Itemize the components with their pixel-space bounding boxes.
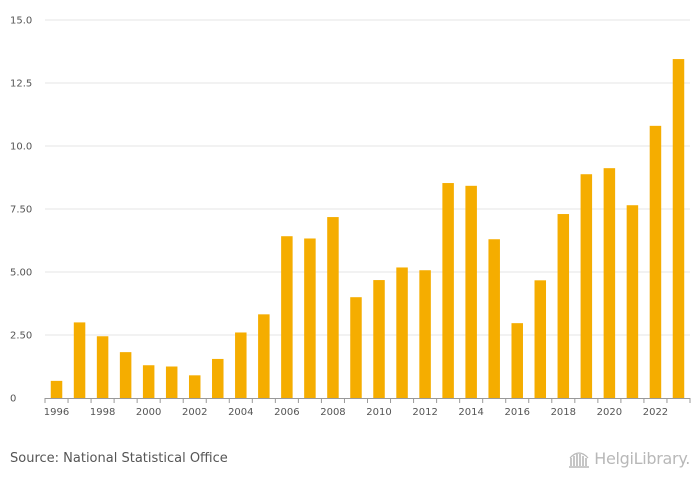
x-tick-label: 2022 bbox=[643, 407, 668, 418]
y-tick-label: 15.0 bbox=[10, 16, 32, 27]
bar-2009 bbox=[350, 297, 362, 398]
bar-2008 bbox=[327, 217, 339, 398]
bar-2014 bbox=[465, 185, 477, 398]
bar-2006 bbox=[281, 236, 293, 398]
x-tick-label: 2020 bbox=[597, 407, 622, 418]
bar-2013 bbox=[442, 183, 454, 398]
bar-2011 bbox=[396, 267, 408, 398]
bar-chart: 0 2.50 5.00 7.50 10.0 12.5 15.0 1996 1998 2000 20… bbox=[10, 16, 691, 418]
y-tick-label: 0 bbox=[10, 394, 16, 405]
x-tick-label: 1998 bbox=[90, 407, 115, 418]
x-tick-label: 2002 bbox=[182, 407, 207, 418]
bar-2019 bbox=[580, 174, 593, 398]
y-tick-label: 5.00 bbox=[10, 268, 32, 279]
bar-2018 bbox=[557, 214, 570, 398]
logo-text: HelgiLibrary. bbox=[594, 449, 690, 468]
y-tick-label: 7.50 bbox=[10, 205, 32, 216]
y-axis: 0 2.50 5.00 7.50 10.0 12.5 15.0 bbox=[10, 16, 32, 405]
bar-1999 bbox=[119, 352, 132, 398]
x-tick-label: 2016 bbox=[505, 407, 530, 418]
x-tick-label: 1996 bbox=[44, 407, 69, 418]
x-tick-label: 2004 bbox=[228, 407, 253, 418]
bar-2004 bbox=[235, 332, 247, 398]
y-tick-label: 10.0 bbox=[10, 142, 32, 153]
bar-2022 bbox=[649, 125, 662, 398]
bar-2023 bbox=[672, 59, 685, 399]
bar-1998 bbox=[96, 336, 109, 398]
bar-2002 bbox=[188, 375, 201, 398]
bar-2012 bbox=[419, 270, 431, 398]
y-tick-label: 2.50 bbox=[10, 331, 32, 342]
bar-2005 bbox=[258, 314, 270, 398]
library-building-icon bbox=[569, 451, 590, 468]
gridlines bbox=[45, 19, 690, 336]
x-tick-label: 2010 bbox=[366, 407, 391, 418]
bar-2016 bbox=[511, 323, 523, 398]
bars bbox=[50, 59, 685, 399]
bar-2010 bbox=[373, 280, 385, 398]
bar-1996 bbox=[50, 380, 63, 398]
x-tick-label: 2012 bbox=[412, 407, 437, 418]
y-tick-label: 12.5 bbox=[10, 79, 32, 90]
x-tick-label: 2018 bbox=[551, 407, 576, 418]
bar-1997 bbox=[73, 322, 86, 398]
bar-2017 bbox=[534, 280, 547, 398]
source-note: Source: National Statistical Office bbox=[10, 451, 228, 466]
bar-2021 bbox=[626, 205, 639, 398]
bar-2000 bbox=[142, 365, 155, 398]
bar-2003 bbox=[212, 358, 224, 398]
helgi-library-logo: HelgiLibrary. bbox=[568, 449, 690, 468]
bar-2020 bbox=[603, 168, 616, 398]
x-tick-label: 2014 bbox=[458, 407, 483, 418]
x-tick-label: 2000 bbox=[136, 407, 161, 418]
x-axis: 1996 1998 2000 2002 2004 2006 2008 2010 2012 2014… bbox=[44, 398, 691, 418]
x-tick-label: 2008 bbox=[320, 407, 345, 418]
bar-2015 bbox=[488, 239, 500, 398]
x-tick-label: 2006 bbox=[274, 407, 299, 418]
bar-2001 bbox=[165, 366, 178, 398]
bar-2007 bbox=[304, 238, 316, 398]
